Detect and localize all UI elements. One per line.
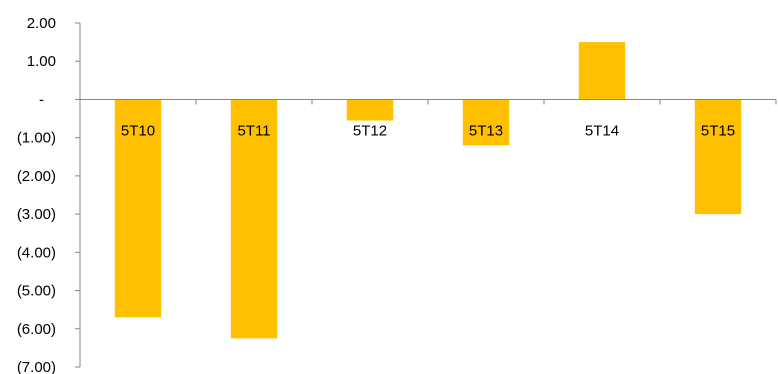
y-tick-label: (5.00) (17, 283, 56, 300)
y-tick-label: 2.00 (27, 15, 56, 32)
x-category-label: 5T11 (237, 122, 270, 139)
x-category-label: 5T10 (121, 122, 155, 139)
bar-5T13 (462, 99, 510, 146)
bar-5T14 (578, 42, 626, 100)
y-tick-label: (7.00) (17, 359, 56, 374)
y-tick-label: (2.00) (17, 168, 56, 185)
x-axis-ticks (195, 99, 777, 105)
x-category-label: 5T14 (585, 122, 619, 139)
x-category-label: 5T12 (353, 122, 387, 139)
bar-5T11 (230, 99, 278, 339)
bar-5T15 (694, 99, 742, 215)
category-labels: 5T10 5T11 5T12 5T13 5T14 5T15 (121, 122, 735, 139)
y-tick-label: (3.00) (17, 206, 56, 223)
x-category-label: 5T13 (469, 122, 503, 139)
y-tick-label: (4.00) (17, 244, 56, 261)
y-tick-label: - (39, 91, 44, 108)
y-axis-ticks: 2.00 1.00 - (1.00) (2.00) (3.00) (4.00) (5.00) (… (17, 15, 80, 374)
y-tick-label: 1.00 (27, 53, 56, 70)
y-tick-label: (1.00) (17, 130, 56, 147)
x-category-label: 5T15 (701, 122, 735, 139)
bars (114, 42, 742, 339)
y-tick-label: (6.00) (17, 321, 56, 338)
bar-5T12 (346, 99, 394, 121)
bar-5T10 (114, 99, 162, 318)
